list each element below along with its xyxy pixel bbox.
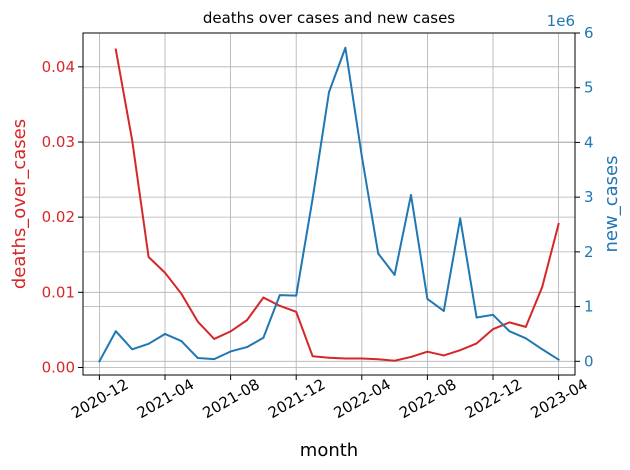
data-point [360,155,363,158]
data-point [524,325,527,328]
data-point [377,358,380,361]
x-tick-label: 2023-04 [527,375,590,422]
data-point [196,320,199,323]
y-axis-left-label: deaths_over_cases [9,119,30,289]
data-point [344,357,347,360]
data-point [508,321,511,324]
y-left-tick-label: 0.02 [42,208,75,226]
series-layer [98,46,560,363]
data-point [508,330,511,333]
x-axis-label: month [300,440,358,461]
y-left-tick-label: 0.03 [42,133,75,151]
series-left-axis [114,48,560,362]
y-left-tick-label: 0.01 [42,283,75,301]
data-point [213,358,216,361]
data-point [180,340,183,342]
x-tick-label: 2021-08 [199,375,262,422]
data-point [196,357,199,359]
data-point [229,350,232,353]
series-right-axis [98,46,560,363]
data-point [278,294,281,297]
data-point [262,296,265,299]
data-point [524,337,527,340]
data-point [557,223,560,225]
y-left-tick-label: 0.00 [42,358,75,376]
data-point [114,48,117,51]
data-point [147,342,150,345]
y-right-tick-label: 5 [584,79,594,97]
data-point [377,252,380,255]
data-point [410,194,412,196]
data-point [131,139,134,142]
x-tick-label: 2020-12 [68,375,131,422]
data-point [295,310,298,313]
y-right-tick-label: 3 [584,188,594,206]
y-axis-right: 0 1 2 3 4 5 6 [575,24,594,370]
data-point [393,359,396,362]
data-point [311,355,314,358]
data-point [246,346,248,348]
data-point [360,357,363,360]
x-tick-label: 2022-12 [462,375,525,422]
data-point [262,336,265,339]
data-point [229,330,232,333]
data-point [459,349,462,352]
plot-frame [82,32,576,376]
data-point [131,348,134,351]
data-point [410,356,412,358]
data-point [328,356,330,359]
data-point [492,328,494,331]
x-tick-label: 2021-12 [265,375,328,422]
data-point [278,304,281,307]
data-point [442,310,445,312]
data-point [492,313,494,316]
data-point [541,286,544,288]
y-axis-right-label: new_cases [601,156,622,253]
data-point [311,197,314,200]
data-point [557,358,560,361]
data-point [426,298,429,300]
data-point [98,360,101,363]
y-right-tick-label: 2 [584,243,594,261]
data-point [426,350,429,353]
data-point [246,319,248,322]
data-point [442,354,445,357]
data-point [344,46,347,49]
data-point [114,330,117,333]
data-point [180,292,183,295]
y-right-tick-label: 6 [584,24,594,42]
data-point [164,271,166,274]
x-tick-label: 2021-04 [134,375,197,422]
x-axis: 2020-12 2021-04 2021-08 2021-12 2022-04 2022-… [68,375,591,422]
data-point [475,316,478,319]
y-right-tick-label: 1 [584,298,594,316]
data-point [459,217,462,220]
y-right-tick-label: 0 [584,352,594,370]
data-point [147,256,150,258]
data-point [295,294,298,297]
y-left-tick-label: 0.04 [42,58,75,76]
y-right-tick-label: 4 [584,133,594,151]
y-axis-right-offset: 1e6 [547,12,575,30]
x-tick-label: 2022-04 [331,375,394,422]
grid [83,32,575,375]
data-point [541,348,544,351]
data-point [328,91,330,93]
series-line [98,46,560,363]
chart-title: deaths over cases and new cases [203,9,455,27]
y-axis-left: 0.00 0.01 0.02 0.03 0.04 [42,58,83,376]
x-tick-label: 2022-08 [396,375,459,422]
data-point [213,338,216,340]
data-point [475,342,478,345]
data-point [393,273,396,276]
series-line [114,48,560,362]
data-point [164,333,166,335]
